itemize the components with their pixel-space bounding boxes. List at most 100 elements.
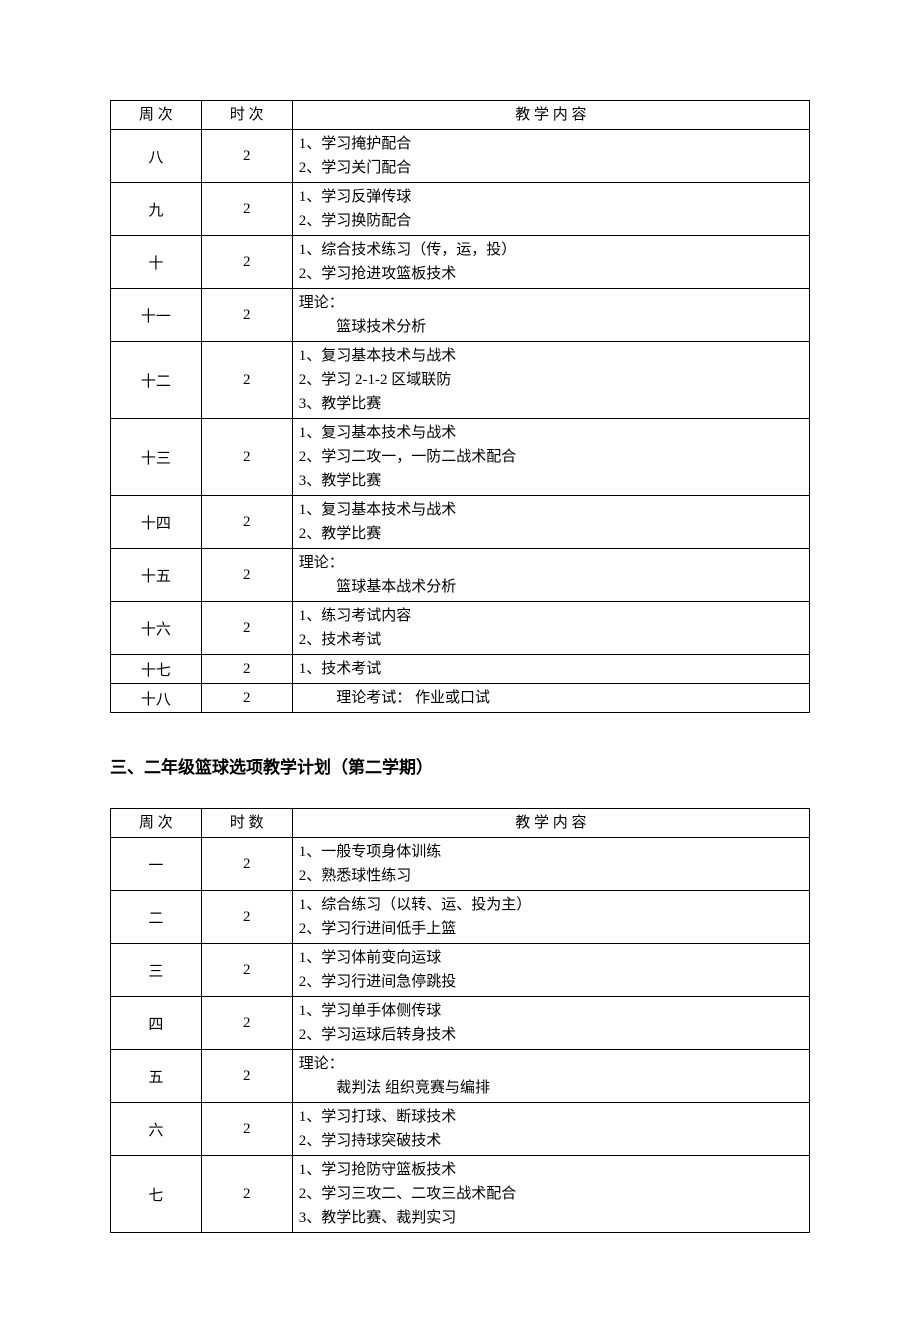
table-row: 八21、学习掩护配合2、学习关门配合 (111, 130, 810, 183)
week-cell: 十六 (111, 602, 202, 655)
week-cell: 八 (111, 130, 202, 183)
content-cell: 1、综合练习（以转、运、投为主）2、学习行进间低手上篮 (292, 891, 809, 944)
content-cell: 理论：篮球基本战术分析 (292, 549, 809, 602)
hours-cell: 2 (201, 944, 292, 997)
content-line: 2、学习运球后转身技术 (299, 1023, 805, 1047)
content-line: 2、学习三攻二、二攻三战术配合 (299, 1182, 805, 1206)
hours-cell: 2 (201, 130, 292, 183)
content-line: 1、复习基本技术与战术 (299, 344, 805, 368)
content-line: 篮球基本战术分析 (299, 575, 805, 599)
table-row: 十三2 1、复习基本技术与战术2、学习二攻一，一防二战术配合3、教学比赛 (111, 419, 810, 496)
week-cell: 七 (111, 1156, 202, 1233)
content-line: 1、复习基本技术与战术 (299, 498, 805, 522)
week-cell: 十二 (111, 342, 202, 419)
header-week: 周 次 (111, 101, 202, 130)
content-line: 1、学习单手体侧传球 (299, 999, 805, 1023)
header-hours: 时 数 (201, 809, 292, 838)
week-cell: 十一 (111, 289, 202, 342)
content-cell: 1、综合技术练习（传，运，投）2、学习抢进攻篮板技术 (292, 236, 809, 289)
hours-cell: 2 (201, 1103, 292, 1156)
content-line: 2、学习 2-1-2 区域联防 (299, 368, 805, 392)
content-line: 理论： (299, 291, 805, 315)
week-cell: 十 (111, 236, 202, 289)
week-cell: 十四 (111, 496, 202, 549)
week-cell: 一 (111, 838, 202, 891)
content-line: 3、教学比赛 (299, 392, 805, 416)
content-line: 1、学习抢防守篮板技术 (299, 1158, 805, 1182)
content-line: 理论： (299, 551, 805, 575)
content-line: 3、教学比赛 (299, 469, 805, 493)
week-cell: 三 (111, 944, 202, 997)
hours-cell: 2 (201, 419, 292, 496)
content-cell: 1、学习抢防守篮板技术2、学习三攻二、二攻三战术配合3、教学比赛、裁判实习 (292, 1156, 809, 1233)
content-line: 1、综合练习（以转、运、投为主） (299, 893, 805, 917)
content-cell: 1、学习掩护配合2、学习关门配合 (292, 130, 809, 183)
header-content: 教 学 内 容 (292, 809, 809, 838)
content-line: 2、学习二攻一，一防二战术配合 (299, 445, 805, 469)
content-line: 1、练习考试内容 (299, 604, 805, 628)
table-row: 十七21、技术考试 (111, 655, 810, 684)
schedule-table-1: 周 次 时 次 教 学 内 容 八21、学习掩护配合2、学习关门配合九21、学习… (110, 100, 810, 713)
content-line: 1、复习基本技术与战术 (299, 421, 805, 445)
table-row: 三21、学习体前变向运球2、学习行进间急停跳投 (111, 944, 810, 997)
content-line: 1、学习打球、断球技术 (299, 1105, 805, 1129)
content-line: 3、教学比赛、裁判实习 (299, 1206, 805, 1230)
content-line: 1、学习反弹传球 (299, 185, 805, 209)
content-line: 2、熟悉球性练习 (299, 864, 805, 888)
content-line: 1、一般专项身体训练 (299, 840, 805, 864)
hours-cell: 2 (201, 1050, 292, 1103)
table-row: 五2 理论：裁判法 组织竞赛与编排 (111, 1050, 810, 1103)
table-header-row: 周 次 时 次 教 学 内 容 (111, 101, 810, 130)
content-line: 2、学习行进间急停跳投 (299, 970, 805, 994)
table-row: 十四21、复习基本技术与战术2、教学比赛 (111, 496, 810, 549)
week-cell: 九 (111, 183, 202, 236)
table-row: 十五2理论：篮球基本战术分析 (111, 549, 810, 602)
content-line: 2、学习持球突破技术 (299, 1129, 805, 1153)
hours-cell: 2 (201, 183, 292, 236)
header-hours: 时 次 (201, 101, 292, 130)
content-line: 理论： (299, 1052, 805, 1076)
table-row: 四21、学习单手体侧传球2、学习运球后转身技术 (111, 997, 810, 1050)
hours-cell: 2 (201, 655, 292, 684)
table-row: 十八2 理论考试： 作业或口试 (111, 684, 810, 713)
content-line: 裁判法 组织竞赛与编排 (299, 1076, 805, 1100)
content-line: 2、技术考试 (299, 628, 805, 652)
table-row: 十一2理论：篮球技术分析 (111, 289, 810, 342)
table-row: 十二21、复习基本技术与战术2、学习 2-1-2 区域联防3、教学比赛 (111, 342, 810, 419)
table-row: 十六21、练习考试内容2、技术考试 (111, 602, 810, 655)
week-cell: 十三 (111, 419, 202, 496)
content-cell: 1、练习考试内容2、技术考试 (292, 602, 809, 655)
content-cell: 理论：篮球技术分析 (292, 289, 809, 342)
week-cell: 五 (111, 1050, 202, 1103)
week-cell: 十五 (111, 549, 202, 602)
content-line: 2、学习换防配合 (299, 209, 805, 233)
hours-cell: 2 (201, 496, 292, 549)
content-cell: 1、学习反弹传球2、学习换防配合 (292, 183, 809, 236)
content-cell: 理论考试： 作业或口试 (292, 684, 809, 713)
table-row: 一2 1、一般专项身体训练2、熟悉球性练习 (111, 838, 810, 891)
content-cell: 1、复习基本技术与战术2、学习 2-1-2 区域联防3、教学比赛 (292, 342, 809, 419)
content-line: 2、学习行进间低手上篮 (299, 917, 805, 941)
hours-cell: 2 (201, 997, 292, 1050)
content-cell: 1、学习体前变向运球2、学习行进间急停跳投 (292, 944, 809, 997)
content-cell: 1、技术考试 (292, 655, 809, 684)
content-line: 1、学习体前变向运球 (299, 946, 805, 970)
week-cell: 四 (111, 997, 202, 1050)
table-row: 二21、综合练习（以转、运、投为主）2、学习行进间低手上篮 (111, 891, 810, 944)
hours-cell: 2 (201, 549, 292, 602)
hours-cell: 2 (201, 838, 292, 891)
week-cell: 十七 (111, 655, 202, 684)
hours-cell: 2 (201, 891, 292, 944)
hours-cell: 2 (201, 684, 292, 713)
week-cell: 十八 (111, 684, 202, 713)
content-line: 1、综合技术练习（传，运，投） (299, 238, 805, 262)
content-cell: 1、复习基本技术与战术2、教学比赛 (292, 496, 809, 549)
header-content: 教 学 内 容 (292, 101, 809, 130)
hours-cell: 2 (201, 602, 292, 655)
table-header-row: 周 次 时 数 教 学 内 容 (111, 809, 810, 838)
hours-cell: 2 (201, 236, 292, 289)
content-line: 2、学习抢进攻篮板技术 (299, 262, 805, 286)
hours-cell: 2 (201, 289, 292, 342)
content-line: 理论考试： 作业或口试 (299, 686, 805, 710)
content-cell: 1、学习单手体侧传球2、学习运球后转身技术 (292, 997, 809, 1050)
